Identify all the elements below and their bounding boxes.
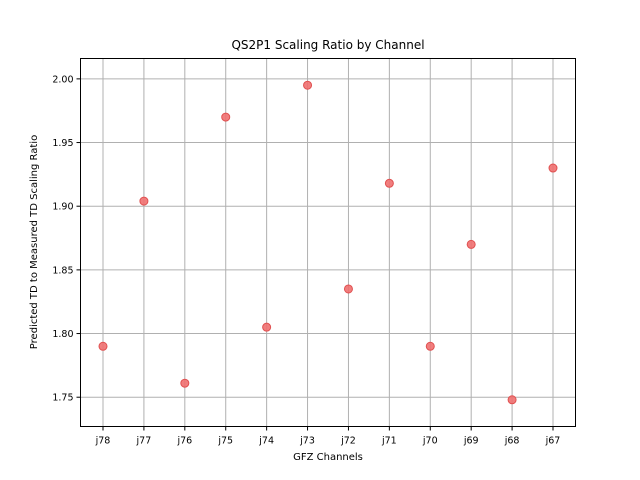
data-point-j72 — [343, 284, 353, 294]
data-point-j76 — [180, 378, 190, 388]
x-tick-label: j71 — [381, 436, 397, 447]
data-point-j68 — [507, 395, 517, 405]
chart-title: QS2P1 Scaling Ratio by Channel — [231, 38, 424, 52]
data-point-j70 — [425, 341, 435, 351]
data-point-j78 — [98, 341, 108, 351]
y-tick-label: 1.75 — [52, 393, 73, 404]
data-point-j77 — [139, 196, 149, 206]
x-tick-label: j75 — [217, 436, 233, 447]
x-axis-label: GFZ Channels — [293, 452, 363, 463]
x-tick-label: j78 — [95, 436, 111, 447]
x-tick-label: j74 — [258, 436, 274, 447]
x-tick-label: j72 — [340, 436, 356, 447]
x-tick-label: j70 — [422, 436, 438, 447]
data-point-j75 — [221, 112, 231, 122]
data-point-j67 — [548, 163, 558, 173]
data-point-j71 — [384, 178, 394, 188]
y-axis-label: Predicted TD to Measured TD Scaling Rati… — [29, 135, 40, 349]
x-tick-label: j73 — [299, 436, 315, 447]
data-point-j69 — [466, 239, 476, 249]
y-tick-label: 1.95 — [52, 138, 73, 149]
x-tick-label: j77 — [136, 436, 152, 447]
x-tick-label: j67 — [545, 436, 561, 447]
y-tick-label: 1.80 — [52, 329, 73, 340]
tick-layer: j78 j77 j76 j75 j74 j73 j72 j71 j70 j69 j68 j67 1.75… — [52, 74, 560, 446]
data-point-j74 — [262, 322, 272, 332]
point-layer — [98, 80, 558, 405]
plot-frame — [80, 58, 576, 427]
x-tick-label: j76 — [176, 436, 192, 447]
y-tick-label: 2.00 — [52, 74, 73, 85]
grid-layer — [80, 58, 576, 427]
data-point-j73 — [303, 80, 313, 90]
x-tick-label: j68 — [504, 436, 520, 447]
x-tick-label: j69 — [463, 436, 479, 447]
y-tick-label: 1.85 — [52, 265, 73, 276]
y-tick-label: 1.90 — [52, 202, 73, 213]
